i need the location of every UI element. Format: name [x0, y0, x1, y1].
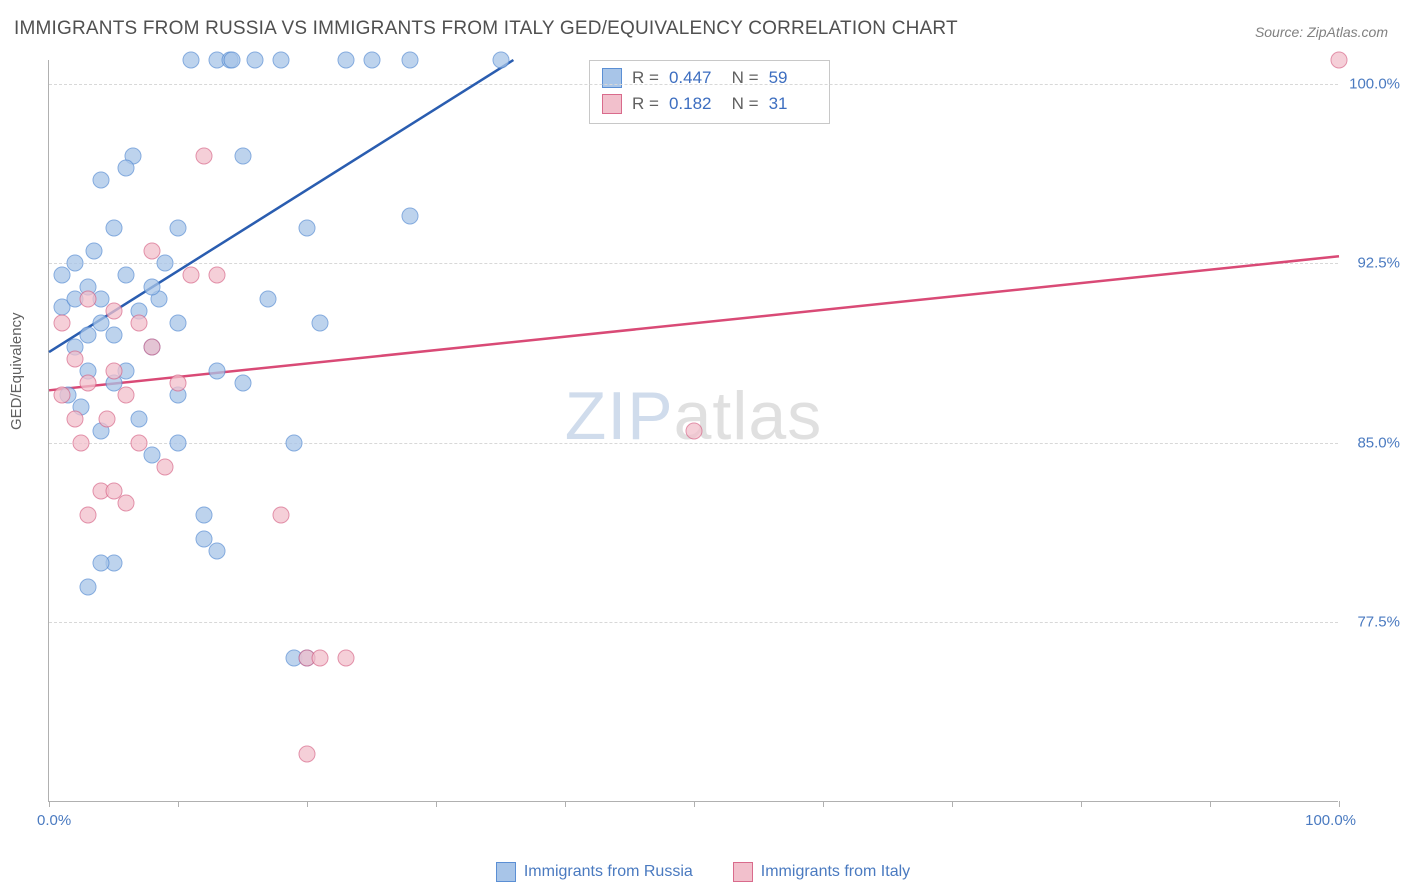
scatter-point: [170, 219, 187, 236]
scatter-point: [170, 315, 187, 332]
scatter-point: [363, 52, 380, 69]
scatter-point: [144, 279, 161, 296]
scatter-point: [118, 387, 135, 404]
scatter-point: [311, 315, 328, 332]
scatter-point: [337, 650, 354, 667]
scatter-point: [86, 243, 103, 260]
scatter-point: [79, 578, 96, 595]
scatter-point: [247, 52, 264, 69]
x-axis-max-label: 100.0%: [1305, 812, 1356, 829]
scatter-point: [66, 411, 83, 428]
scatter-point: [79, 506, 96, 523]
legend-item-italy: Immigrants from Italy: [733, 862, 910, 882]
scatter-point: [131, 411, 148, 428]
y-axis-label: GED/Equivalency: [8, 312, 25, 430]
scatter-point: [53, 387, 70, 404]
scatter-point: [195, 147, 212, 164]
x-axis-min-label: 0.0%: [37, 812, 71, 829]
scatter-point: [299, 219, 316, 236]
scatter-point: [105, 327, 122, 344]
scatter-point: [144, 243, 161, 260]
scatter-point: [402, 52, 419, 69]
scatter-point: [157, 458, 174, 475]
y-tick-label: 100.0%: [1344, 75, 1400, 92]
scatter-point: [92, 171, 109, 188]
scatter-point: [195, 506, 212, 523]
scatter-point: [208, 363, 225, 380]
scatter-point: [105, 219, 122, 236]
plot-area: ZIPatlas R = 0.447 N = 59 R = 0.182 N = …: [48, 60, 1338, 802]
scatter-point: [492, 52, 509, 69]
scatter-point: [131, 434, 148, 451]
legend-swatch-russia: [496, 862, 516, 882]
y-tick-label: 85.0%: [1344, 434, 1400, 451]
scatter-point: [131, 315, 148, 332]
source-attribution: Source: ZipAtlas.com: [1255, 24, 1388, 40]
scatter-point: [686, 423, 703, 440]
scatter-point: [311, 650, 328, 667]
scatter-point: [66, 255, 83, 272]
scatter-point: [234, 375, 251, 392]
legend-item-russia: Immigrants from Russia: [496, 862, 693, 882]
scatter-point: [105, 482, 122, 499]
scatter-point: [144, 339, 161, 356]
legend-label-italy: Immigrants from Italy: [761, 863, 910, 881]
scatter-point: [402, 207, 419, 224]
scatter-point: [224, 52, 241, 69]
scatter-point: [105, 363, 122, 380]
scatter-point: [99, 411, 116, 428]
legend-swatch-italy: [733, 862, 753, 882]
legend-bottom: Immigrants from Russia Immigrants from I…: [0, 862, 1406, 882]
scatter-point: [182, 267, 199, 284]
scatter-point: [105, 303, 122, 320]
y-tick-label: 92.5%: [1344, 255, 1400, 272]
scatter-point: [118, 159, 135, 176]
scatter-point: [79, 327, 96, 344]
scatter-point: [182, 52, 199, 69]
scatter-point: [79, 375, 96, 392]
scatter-point: [208, 267, 225, 284]
scatter-point: [208, 542, 225, 559]
scatter-point: [260, 291, 277, 308]
scatter-point: [273, 52, 290, 69]
legend-label-russia: Immigrants from Russia: [524, 863, 693, 881]
scatter-point: [118, 267, 135, 284]
scatter-point: [234, 147, 251, 164]
scatter-point: [286, 434, 303, 451]
chart-title: IMMIGRANTS FROM RUSSIA VS IMMIGRANTS FRO…: [14, 18, 958, 40]
scatter-point: [170, 434, 187, 451]
scatter-point: [92, 554, 109, 571]
scatter-point: [273, 506, 290, 523]
scatter-point: [1331, 52, 1348, 69]
x-tick: [1339, 801, 1340, 807]
scatter-point: [66, 351, 83, 368]
scatter-point: [73, 434, 90, 451]
scatter-point: [299, 746, 316, 763]
y-tick-label: 77.5%: [1344, 614, 1400, 631]
trend-line: [49, 256, 1339, 390]
scatter-point: [337, 52, 354, 69]
scatter-point: [79, 291, 96, 308]
scatter-point: [157, 255, 174, 272]
scatter-point: [53, 315, 70, 332]
scatter-point: [118, 494, 135, 511]
chart-container: IMMIGRANTS FROM RUSSIA VS IMMIGRANTS FRO…: [0, 0, 1406, 892]
scatter-point: [170, 375, 187, 392]
